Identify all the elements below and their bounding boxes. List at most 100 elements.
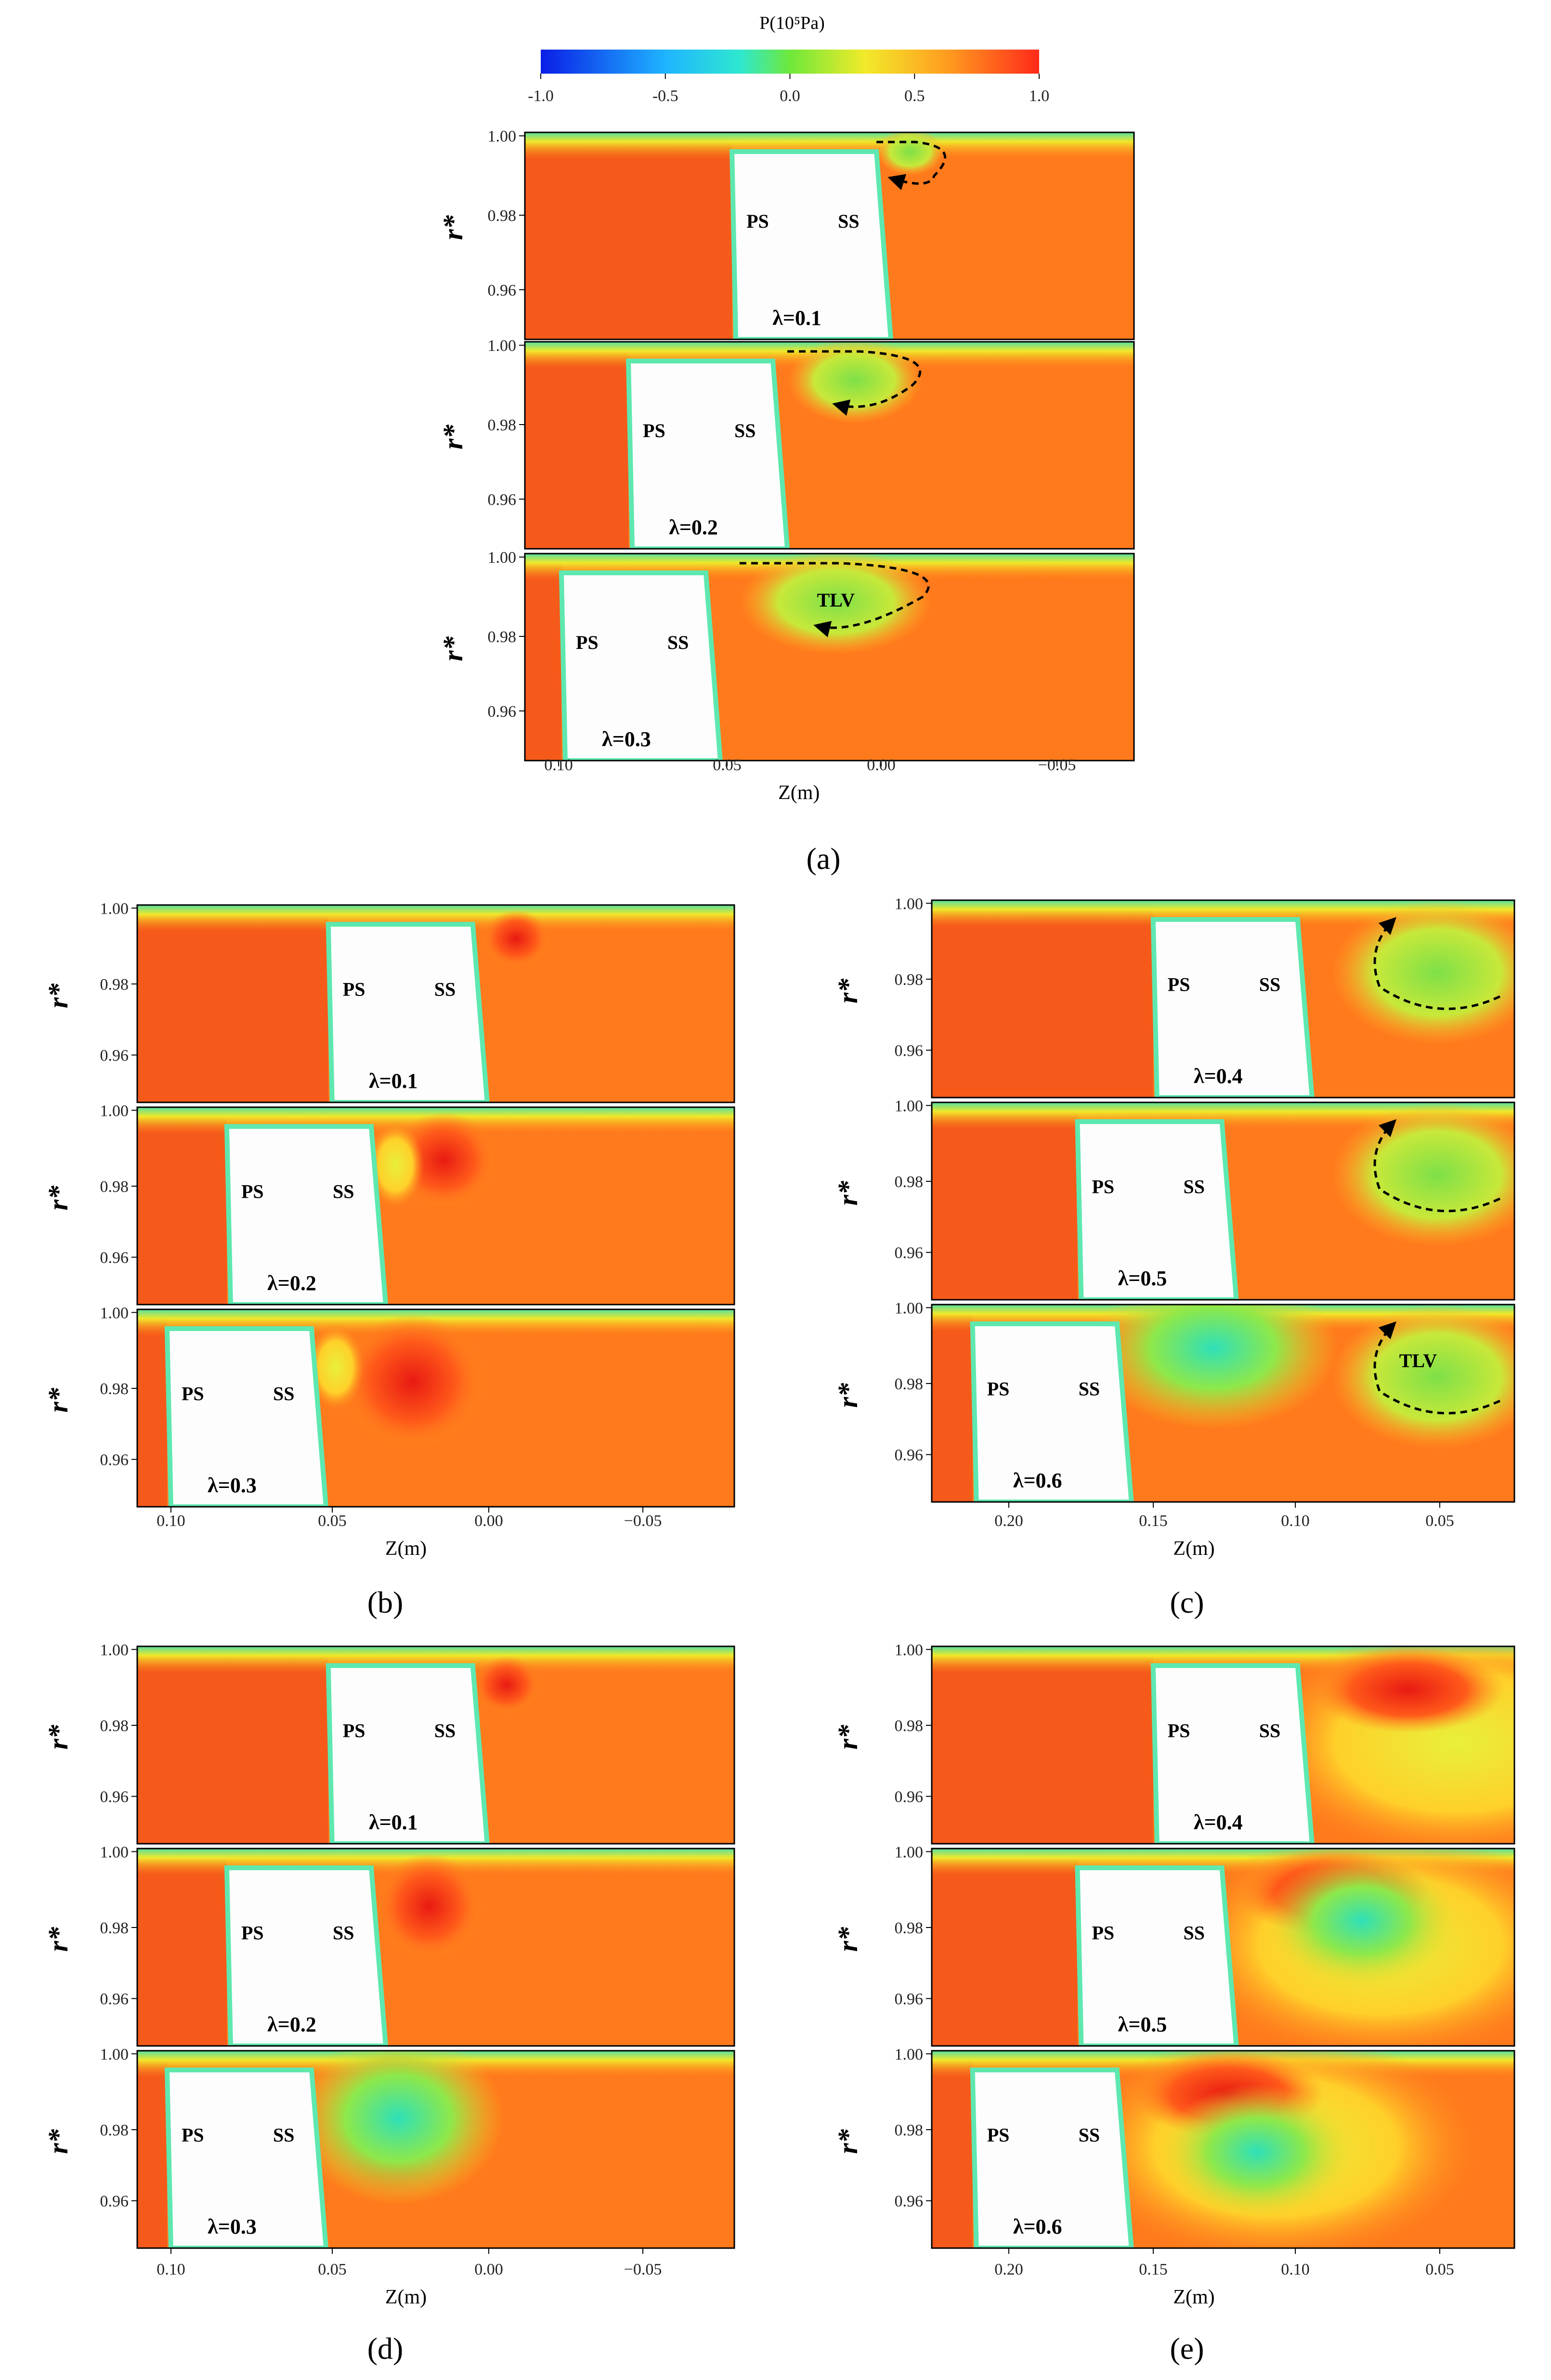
y-tick-label: 0.96 — [895, 1447, 924, 1464]
low-pressure-region — [1265, 1853, 1458, 1988]
contour-plot: PS SS λ=0.4 1.00 0.98 0.96 r* — [832, 895, 1515, 1099]
upstream-high-pressure — [137, 1107, 227, 1305]
y-tick-label: 0.96 — [100, 1249, 129, 1267]
x-tick-label: −0.05 — [1038, 756, 1076, 774]
y-tick-label: 0.96 — [895, 1788, 924, 1806]
contour-plot: PS SS λ=0.1 1.00 0.98 0.96 r* — [437, 128, 1135, 340]
y-tick-label: 0.98 — [895, 1919, 924, 1937]
y-tick-label: 0.98 — [895, 1717, 924, 1735]
blade-section — [326, 1663, 490, 1844]
y-tick-label: 0.98 — [895, 1173, 924, 1191]
vortex-core — [340, 1314, 485, 1449]
subfigure-label: (e) — [1170, 2331, 1204, 2366]
x-tick-label: 0.05 — [318, 2261, 347, 2278]
x-tick-label: −0.05 — [624, 2261, 662, 2278]
panel-a: PS SS λ=0.1 1.00 0.98 0.96 r* PS SS λ=0.2 1.00 0.98… — [437, 128, 1135, 876]
blade-section — [1150, 917, 1315, 1098]
suction-side-label: SS — [333, 1181, 354, 1203]
blade-section — [224, 1865, 389, 2046]
contour-plot: PS SS λ=0.3 1.00 0.98 0.96 r* — [42, 2045, 735, 2249]
subfigure-label: (a) — [806, 841, 840, 876]
y-tick-label: 0.96 — [488, 491, 517, 509]
lambda-label: λ=0.1 — [369, 1811, 418, 1834]
suction-side-label: SS — [434, 1720, 456, 1742]
y-tick-label: 0.98 — [100, 1717, 129, 1735]
y-tick-label: 0.98 — [100, 1380, 129, 1398]
y-tick-label: 1.00 — [895, 895, 924, 913]
suction-side-label: SS — [434, 979, 456, 1000]
y-axis-label: r* — [42, 1724, 74, 1750]
y-axis-label: r* — [42, 2129, 74, 2154]
plot-frame — [136, 2050, 735, 2249]
vortex-core — [376, 1853, 482, 1959]
y-tick-label: 0.96 — [100, 1788, 129, 1806]
plot-frame — [931, 2050, 1515, 2249]
tip-leakage-vortex — [739, 554, 932, 655]
panel-c: PS SS λ=0.4 1.00 0.98 0.96 r* PS SS λ=0.5 1.00 0.98… — [832, 895, 1515, 1619]
suction-side-label: SS — [273, 1383, 295, 1405]
lambda-label: λ=0.1 — [369, 1069, 418, 1093]
y-tick-label: 0.98 — [895, 971, 924, 989]
upstream-high-pressure — [932, 1849, 1078, 2046]
y-tick-label: 1.00 — [895, 2045, 924, 2063]
blade-section — [164, 1326, 329, 1507]
y-tick-label: 1.00 — [488, 337, 517, 355]
tip-leakage-vortex — [1331, 1102, 1514, 1247]
contour-plot: PS SS λ=0.4 1.00 0.98 0.96 r* — [832, 1641, 1515, 1845]
suction-side-label: SS — [273, 2124, 295, 2146]
blade-section — [326, 922, 490, 1102]
upstream-high-pressure — [932, 2051, 973, 2248]
plot-frame — [931, 899, 1515, 1099]
y-tick-label: 1.00 — [488, 128, 517, 145]
y-axis-label: r* — [832, 1927, 863, 1952]
plot-frame — [931, 1101, 1515, 1301]
y-axis-label: r* — [832, 2129, 863, 2154]
plot-frame — [136, 1645, 735, 1845]
plot-frame — [931, 1645, 1515, 1845]
panel-b: PS SS λ=0.1 1.00 0.98 0.96 r* PS SS λ=0.2 1.00 0.98… — [42, 900, 735, 1619]
panel-e: PS SS λ=0.4 1.00 0.98 0.96 r* PS SS λ=0.5 1.00 0.98… — [832, 1641, 1515, 2366]
contour-plot: PS SS λ=0.2 1.00 0.98 0.96 r* — [437, 337, 1135, 550]
x-tick-label: 0.00 — [474, 1512, 503, 1530]
contour-plot: PS SS λ=0.5 1.00 0.98 0.96 r* — [832, 1843, 1515, 2047]
subfigure-label: (c) — [1170, 1585, 1204, 1619]
lambda-label: λ=0.3 — [602, 727, 651, 751]
upstream-high-pressure — [525, 342, 629, 549]
lambda-label: λ=0.3 — [208, 2215, 257, 2238]
colorbar-tick-label: 0.0 — [780, 87, 800, 105]
plot-frame — [136, 1848, 735, 2047]
pressure-side-label: PS — [1092, 1176, 1115, 1198]
x-tick-label: 0.15 — [1139, 2261, 1168, 2278]
upstream-high-pressure — [137, 905, 328, 1102]
plot-frame — [931, 1304, 1515, 1503]
pressure-side-label: PS — [241, 1181, 264, 1203]
y-tick-label: 1.00 — [100, 2045, 129, 2063]
blade-section — [729, 149, 894, 339]
y-tick-label: 0.98 — [488, 628, 517, 646]
contour-plot: PS SS λ=0.5 1.00 0.98 0.96 r* — [832, 1097, 1515, 1301]
x-axis-label: Z(m) — [385, 2286, 427, 2308]
low-pressure-region — [1088, 1305, 1339, 1430]
suction-side-label: SS — [333, 1922, 354, 1944]
plot-frame — [136, 904, 735, 1103]
y-axis-label: r* — [832, 1383, 863, 1408]
upstream-high-pressure — [932, 1102, 1078, 1300]
upstream-high-pressure — [137, 1849, 227, 2046]
flow-arrow — [787, 350, 922, 416]
upstream-high-pressure — [137, 1309, 167, 1507]
colorbar-tick-label: 1.0 — [1029, 87, 1050, 105]
x-tick-label: 0.00 — [867, 756, 896, 774]
suction-side-label: SS — [1184, 1176, 1205, 1198]
y-tick-label: 0.96 — [100, 1047, 129, 1065]
lambda-label: λ=0.4 — [1194, 1064, 1243, 1088]
y-tick-label: 1.00 — [895, 1097, 924, 1115]
upstream-high-pressure — [525, 554, 561, 761]
x-tick-label: 0.10 — [156, 1512, 185, 1530]
contour-plot: PS SS λ=0.1 1.00 0.98 0.96 r* — [42, 1641, 735, 1845]
low-pressure-region — [292, 2051, 504, 2205]
blade-section — [1075, 1119, 1239, 1300]
y-tick-label: 0.96 — [895, 1244, 924, 1262]
suction-side-label: SS — [1184, 1922, 1205, 1944]
x-tick-label: −0.05 — [624, 1512, 662, 1530]
